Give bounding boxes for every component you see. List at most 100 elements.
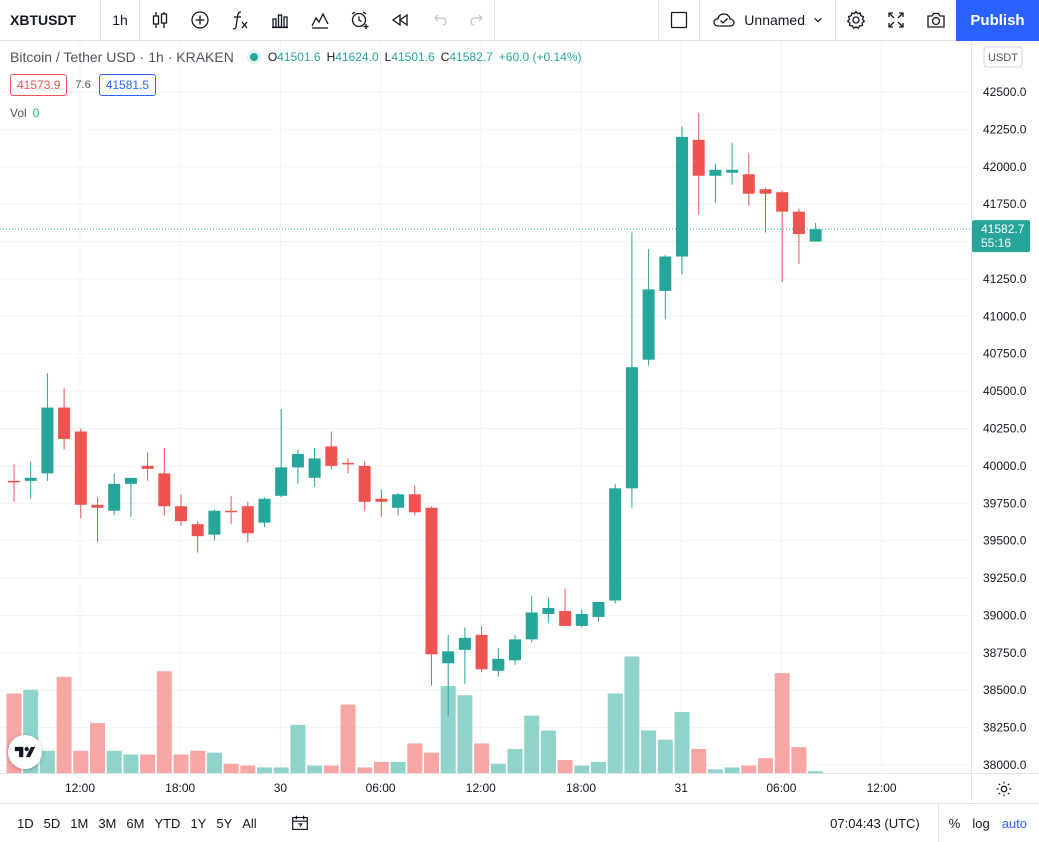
volume-bar — [490, 763, 506, 773]
price-chart[interactable]: 38000.0 38250.0 38500.0 38750.0 39000.0 39250… — [0, 41, 1039, 802]
settings-icon[interactable] — [836, 0, 876, 41]
candle-body — [108, 483, 121, 511]
volume-bar — [457, 695, 473, 773]
chevron-down-icon — [814, 17, 822, 23]
candle — [241, 501, 254, 543]
currency-box — [983, 46, 1023, 68]
candle-body — [291, 453, 304, 468]
volume-bar — [390, 761, 406, 773]
go-to-date-icon[interactable] — [290, 813, 310, 833]
templates-icon[interactable] — [300, 0, 340, 41]
log-toggle[interactable]: log — [972, 815, 990, 831]
currency-label[interactable]: USDT — [983, 46, 1023, 68]
candle-body — [308, 458, 321, 478]
candle — [291, 449, 304, 484]
volume-bar — [140, 754, 156, 773]
bottom-toolbar: 1D 5D 1M 3M 6M YTD 1Y 5Y All 07:04:43 (U… — [0, 803, 1039, 842]
candle-body — [74, 431, 87, 505]
volume-bar — [190, 750, 206, 773]
range-1d[interactable]: 1D — [17, 815, 34, 831]
publish-button[interactable]: Publish — [956, 0, 1039, 41]
volume-bar — [240, 765, 256, 773]
alert-icon[interactable] — [340, 0, 380, 41]
volume-bar — [206, 752, 222, 773]
volume-bar — [440, 686, 456, 773]
volume-bar — [73, 750, 89, 773]
price-tick-label: 39000.0 — [983, 608, 1027, 622]
candle-body — [559, 610, 572, 626]
candle — [325, 431, 338, 469]
fx-icon[interactable] — [220, 0, 260, 41]
candle-body — [809, 229, 822, 242]
bar-chart-icon[interactable] — [260, 0, 300, 41]
currency-text: USDT — [988, 52, 1018, 64]
utc-clock[interactable]: 07:04:43 (UTC) — [830, 815, 920, 831]
time-tick-label: 12:00 — [466, 781, 496, 795]
market-status-icon[interactable] — [249, 53, 258, 61]
square-icon[interactable] — [659, 0, 699, 41]
candle-body — [8, 480, 20, 483]
candle — [642, 249, 655, 366]
volume-bar — [223, 763, 239, 773]
volume-bar — [524, 715, 540, 773]
candle-body — [776, 192, 789, 212]
tradingview-logo[interactable] — [8, 735, 42, 769]
range-3m[interactable]: 3M — [98, 815, 117, 831]
price-tick-label: 38500.0 — [983, 683, 1027, 697]
time-tick-label: 18:00 — [566, 781, 596, 795]
range-ytd[interactable]: YTD — [154, 815, 181, 831]
price-tick-label: 40500.0 — [983, 384, 1027, 398]
camera-icon[interactable] — [916, 0, 956, 41]
price-tick-label: 41250.0 — [983, 272, 1027, 286]
ohlc-values: O41501.6 H41624.0 L41501.6 C41582.7 +60.… — [268, 50, 582, 64]
candle — [24, 461, 37, 499]
divider — [139, 0, 140, 41]
range-1m[interactable]: 1M — [70, 815, 89, 831]
percent-toggle[interactable]: % — [948, 815, 961, 831]
candle — [525, 596, 538, 643]
candle-body — [58, 407, 71, 439]
volume-bar — [340, 704, 356, 773]
range-5y[interactable]: 5Y — [216, 815, 233, 831]
open-value: 41501.6 — [277, 50, 321, 64]
candles-icon[interactable] — [140, 0, 180, 41]
candle — [124, 477, 137, 517]
volume-bar — [156, 671, 172, 773]
candle — [776, 190, 789, 282]
volume-label: Vol — [10, 106, 27, 120]
range-all[interactable]: All — [242, 815, 257, 831]
volume-bar — [106, 750, 122, 773]
range-5d[interactable]: 5D — [43, 815, 61, 831]
add-indicator-icon[interactable] — [180, 0, 220, 41]
volume-bar — [641, 730, 657, 773]
replay-icon[interactable] — [380, 0, 420, 41]
candle — [659, 255, 672, 320]
volume-bar — [724, 767, 740, 773]
chart-area[interactable]: 38000.0 38250.0 38500.0 38750.0 39000.0 39250… — [0, 41, 1039, 802]
undo-icon[interactable] — [420, 0, 460, 41]
symbol-title: Bitcoin / Tether USD · 1h · KRAKEN — [10, 49, 234, 65]
range-6m[interactable]: 6M — [126, 815, 145, 831]
candle-body — [442, 651, 455, 664]
volume-legend[interactable]: Vol 0 — [10, 106, 39, 120]
symbol-search-button[interactable]: XBTUSDT — [10, 12, 77, 28]
auto-toggle[interactable]: auto — [1001, 815, 1027, 831]
sell-price-button[interactable]: 41573.9 — [10, 74, 68, 96]
volume-value: 0 — [32, 106, 40, 120]
candle-body — [492, 658, 505, 671]
candle-body — [425, 507, 438, 655]
volume-bar — [90, 723, 105, 773]
candle-body — [342, 462, 354, 465]
interval-button[interactable]: 1h — [112, 12, 128, 28]
fullscreen-icon[interactable] — [876, 0, 916, 41]
candle — [41, 373, 54, 481]
chart-settings-icon[interactable] — [994, 779, 1014, 799]
layout-name-button[interactable]: Unnamed — [700, 0, 835, 41]
candle — [208, 509, 221, 541]
price-tick-label: 41750.0 — [983, 197, 1027, 211]
buy-price-button[interactable]: 41581.5 — [98, 74, 157, 96]
candle-body — [141, 465, 154, 469]
time-tick-label: 12:00 — [65, 781, 95, 795]
redo-icon[interactable] — [460, 0, 494, 41]
range-1y[interactable]: 1Y — [190, 815, 207, 831]
